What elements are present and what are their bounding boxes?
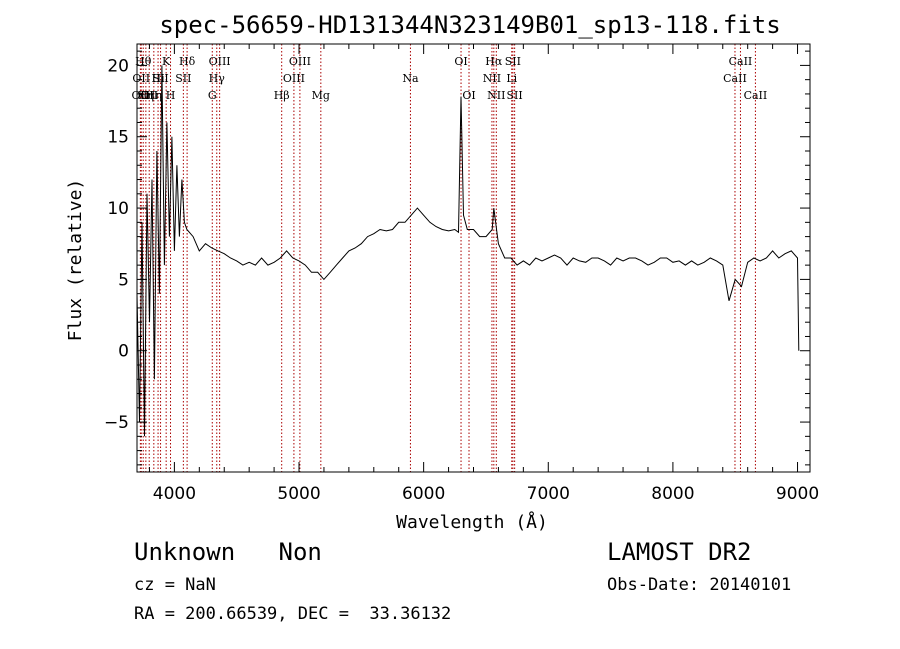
line-marker-label: H (166, 89, 176, 102)
line-marker-label: OII (140, 89, 158, 102)
y-tick-label: 0 (118, 342, 129, 362)
redshift-value: cz = NaN (134, 575, 216, 595)
spectral-class: Unknown Non (134, 538, 322, 566)
line-marker-label: OII (132, 89, 150, 102)
line-marker-label: Mg (312, 89, 330, 102)
chart-title: spec-56659-HD131344N323149B01_sp13-118.f… (159, 11, 780, 39)
plot-frame (136, 43, 811, 473)
line-marker-label: K (162, 55, 171, 68)
line-marker-label: Hβ (274, 89, 290, 102)
line-marker-label: OIII (209, 55, 231, 68)
x-axis-label: Wavelength (Å) (396, 511, 548, 533)
line-marker-label: Hη (138, 89, 154, 102)
x-axis-ticks: 4000 5000 6000 7000 8000 9000 (148, 44, 819, 504)
line-marker-label: Hγ (209, 72, 226, 85)
coordinates: RA = 200.66539, DEC = 33.36132 (134, 604, 452, 624)
x-tick-label: 5000 (277, 484, 320, 504)
line-marker-label: G (208, 89, 217, 102)
line-marker-label: CaII (729, 55, 753, 68)
line-marker-label: CaII (744, 89, 768, 102)
line-marker-label: OI (462, 89, 475, 102)
y-tick-label: 5 (118, 270, 129, 290)
line-marker-label: CaII (723, 72, 747, 85)
line-marker-label: OIII (283, 72, 305, 85)
line-marker-label: SII (175, 72, 191, 85)
line-marker-label: Hδ (179, 55, 196, 68)
line-marker-labels: OIIOIIHθHηOIIHηHiSIIKHSIIHδGHγOIIIHβOIII… (132, 55, 768, 102)
line-marker-label: Na (402, 72, 419, 85)
y-tick-label: 15 (107, 128, 129, 148)
line-marker-label: Hθ (135, 55, 152, 68)
line-marker-label: NII (483, 72, 501, 85)
y-tick-label: −5 (104, 413, 129, 433)
y-axis-ticks: −5 0 5 10 15 20 (104, 50, 810, 466)
y-tick-label: 10 (107, 199, 129, 219)
x-tick-label: 7000 (527, 484, 570, 504)
line-marker-label: Hη (146, 89, 162, 102)
survey-name: LAMOST DR2 (607, 538, 752, 566)
y-tick-label: 20 (107, 56, 129, 76)
x-tick-label: 6000 (402, 484, 445, 504)
observation-date: Obs-Date: 20140101 (607, 575, 792, 595)
line-marker-label: SII (507, 89, 523, 102)
line-markers (139, 44, 756, 472)
x-tick-label: 8000 (651, 484, 694, 504)
line-marker-label: SII (505, 55, 521, 68)
line-marker-label: Li (506, 72, 517, 85)
x-tick-label: 4000 (153, 484, 196, 504)
x-tick-label: 9000 (776, 484, 819, 504)
line-marker-label: SII (152, 72, 168, 85)
line-marker-label: Hα (485, 55, 503, 68)
line-marker-label: OII (132, 72, 150, 85)
line-marker-label: NII (487, 89, 505, 102)
y-axis-label: Flux (relative) (65, 179, 86, 342)
line-marker-label: OIII (289, 55, 311, 68)
spectrum-line (136, 65, 800, 437)
line-marker-label: OI (454, 55, 467, 68)
